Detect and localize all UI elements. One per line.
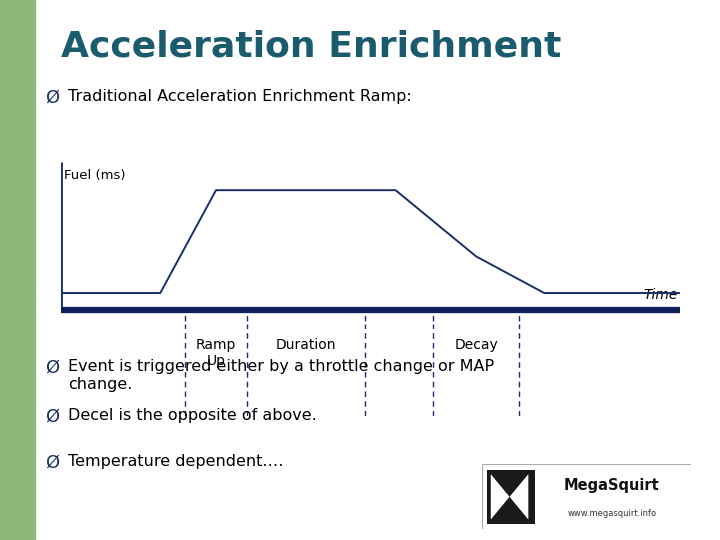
Bar xyxy=(487,470,534,524)
Text: Time: Time xyxy=(643,288,678,302)
Text: Event is triggered either by a throttle change or MAP
change.: Event is triggered either by a throttle … xyxy=(68,359,495,392)
Text: Duration: Duration xyxy=(276,338,336,352)
Text: Traditional Acceleration Enrichment Ramp:: Traditional Acceleration Enrichment Ramp… xyxy=(68,89,412,104)
Text: Ø: Ø xyxy=(45,454,60,471)
Text: Ø: Ø xyxy=(45,408,60,426)
Text: Decel is the opposite of above.: Decel is the opposite of above. xyxy=(68,408,317,423)
Polygon shape xyxy=(510,474,528,519)
Text: MegaSquirt: MegaSquirt xyxy=(564,478,660,492)
Text: Ø: Ø xyxy=(45,89,60,107)
Text: www.megasquirt.info: www.megasquirt.info xyxy=(567,509,657,517)
Text: Decay: Decay xyxy=(454,338,498,352)
Text: Acceleration Enrichment: Acceleration Enrichment xyxy=(61,30,562,64)
Polygon shape xyxy=(491,474,510,519)
Text: Ramp
Up: Ramp Up xyxy=(196,338,236,368)
Text: Temperature dependent.…: Temperature dependent.… xyxy=(68,454,284,469)
Text: Ø: Ø xyxy=(45,359,60,377)
Text: Fuel (ms): Fuel (ms) xyxy=(64,169,126,182)
